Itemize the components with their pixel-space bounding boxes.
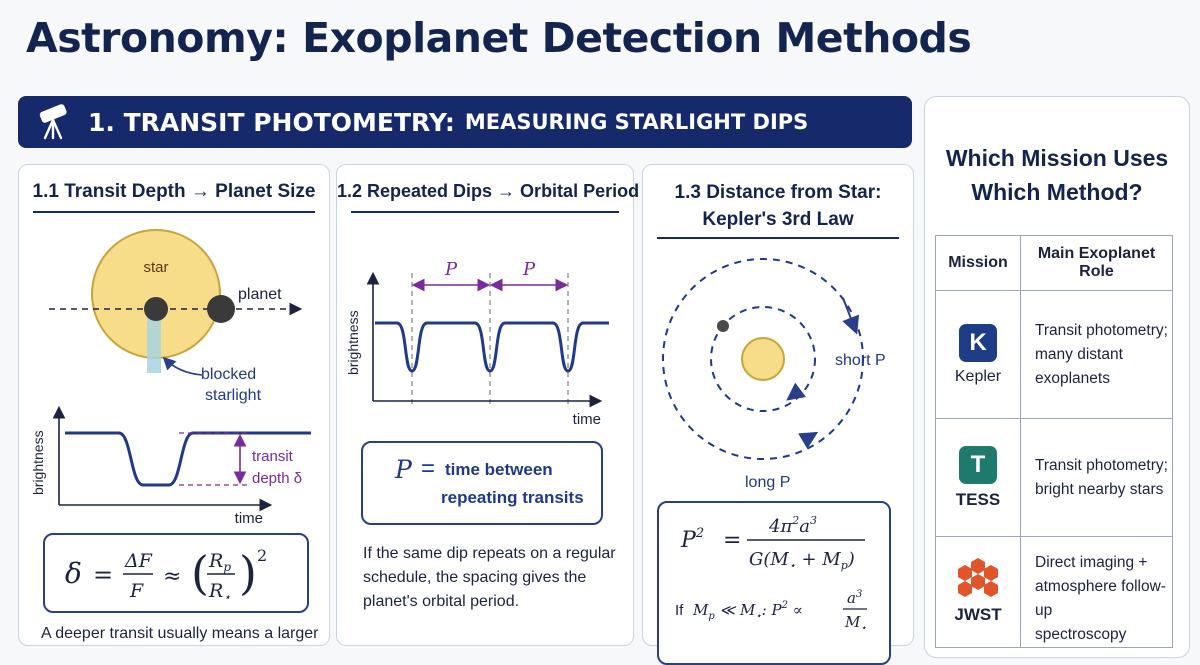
svg-text:Mp ≪ M⋆: P2 ∝: Mp ≪ M⋆: P2 ∝ xyxy=(692,600,803,622)
column-header-role: Main Exoplanet Role xyxy=(1020,235,1173,291)
role-line: Direct imaging + xyxy=(1035,554,1148,571)
card-title-line-1: 1.3 Distance from Star: xyxy=(674,182,882,203)
kepler-formula-box: P2 = 4π2a3 G(M⋆ + Mp) If Mp ≪ M⋆: P2 ∝ a… xyxy=(657,501,891,665)
mission-name: TESS xyxy=(955,489,1001,509)
sidebar-title-line-2: Which Method? xyxy=(971,179,1143,205)
x-axis-label: time xyxy=(573,411,601,428)
card-title: 1.2 Repeated Dips → Orbital Period xyxy=(337,181,640,201)
transit-diagram: star planet blocked starlight brightness… xyxy=(30,229,311,527)
card-transit-depth: 1.1 Transit Depth → Planet Size star pla… xyxy=(18,164,330,646)
role-line: exoplanets xyxy=(1035,369,1110,387)
caption-text: A deeper transit usually means a larger xyxy=(41,625,319,642)
light-curve xyxy=(65,431,311,487)
orbit-diagram: short P long P xyxy=(662,258,886,491)
explanation-line-2: schedule, the spacing gives the xyxy=(363,569,587,586)
svg-text:F: F xyxy=(129,580,144,602)
mission-name: Kepler xyxy=(954,367,1002,385)
svg-text:2: 2 xyxy=(257,546,267,565)
explanation-line-3: planet's orbital period. xyxy=(363,593,520,610)
role-line: bright nearby stars xyxy=(1035,480,1164,498)
period-label-2: P xyxy=(522,259,536,280)
kepler-logo-icon: K xyxy=(959,323,997,362)
transit-depth-formula-box: δ = ΔF F ≈ ( Rp R⋆ ) 2 xyxy=(43,533,309,613)
table-row: JWST Direct imaging + atmosphere follow-… xyxy=(935,536,1173,648)
svg-text:(: ( xyxy=(191,546,209,600)
depth-label: depth δ xyxy=(252,470,302,487)
svg-text:≈: ≈ xyxy=(163,564,181,589)
repeated-dips-chart: P P brightness time xyxy=(345,259,609,428)
role-line: atmosphere follow-up xyxy=(1035,578,1166,619)
section-banner: 1. TRANSIT PHOTOMETRY: MEASURING STARLIG… xyxy=(18,96,912,148)
banner-subtitle: MEASURING STARLIGHT DIPS xyxy=(464,110,809,134)
blocked-starlight-band xyxy=(147,309,161,373)
svg-text:): ) xyxy=(239,546,257,600)
role-line: many distant xyxy=(1035,345,1123,363)
period-label-1: P xyxy=(444,259,458,280)
svg-text:4π2a3: 4π2a3 xyxy=(768,514,817,537)
mission-table: Mission Main Exoplanet Role K Kepler Tra… xyxy=(935,235,1173,648)
approx-prefix: If xyxy=(675,602,684,619)
period-symbol: P xyxy=(395,455,412,484)
card-orbital-period: 1.2 Repeated Dips → Orbital Period P P b… xyxy=(336,164,640,646)
svg-text:=: = xyxy=(723,528,741,553)
repeating-light-curve xyxy=(375,321,609,373)
long-period-label: long P xyxy=(745,474,790,491)
svg-text:M⋆: M⋆ xyxy=(844,613,867,633)
svg-text:Rp: Rp xyxy=(208,550,231,574)
card-title: 1.1 Transit Depth → Planet Size xyxy=(32,181,316,202)
equals-sign: = xyxy=(421,455,436,482)
card-title-line-2: Kepler's 3rd Law xyxy=(702,209,854,230)
role-line: Transit photometry; xyxy=(1035,321,1168,339)
banner-heading: 1. TRANSIT PHOTOMETRY: xyxy=(88,107,455,137)
star-label: star xyxy=(143,259,168,276)
card-kepler-law: 1.3 Distance from Star: Kepler's 3rd Law… xyxy=(642,164,914,665)
definition-line-2: repeating transits xyxy=(441,488,584,507)
definition-line-1: time between xyxy=(445,460,553,479)
transit-label: transit xyxy=(252,448,294,465)
inner-orbit xyxy=(710,306,816,412)
table-row: T TESS Transit photometry; bright nearby… xyxy=(935,418,1173,537)
mission-sidebar: Which Mission Uses Which Method? Mission… xyxy=(924,96,1190,658)
kepler-formula: P2 = 4π2a3 G(M⋆ + Mp) If Mp ≪ M⋆: P2 ∝ a… xyxy=(675,514,867,633)
svg-text:P2: P2 xyxy=(680,526,704,553)
outer-orbit xyxy=(662,258,864,460)
table-row: K Kepler Transit photometry; many distan… xyxy=(935,290,1173,419)
role-line: spectroscopy xyxy=(1035,626,1127,643)
y-axis-label: brightness xyxy=(345,310,361,375)
starlight-label: starlight xyxy=(205,387,262,404)
mission-name: JWST xyxy=(954,605,1002,624)
orbiting-planet xyxy=(717,320,729,332)
planet-shape xyxy=(207,295,235,323)
explanation-line-1: If the same dip repeats on a regular xyxy=(363,545,616,562)
y-axis-label: brightness xyxy=(30,430,46,495)
jwst-mirror-icon xyxy=(958,558,998,597)
short-period-label: short P xyxy=(835,352,886,369)
planet-label: planet xyxy=(238,286,282,303)
central-star xyxy=(741,337,785,381)
svg-text:ΔF: ΔF xyxy=(124,550,153,572)
period-definition-box: P = time between repeating transits xyxy=(361,441,603,525)
divider xyxy=(351,211,619,213)
divider xyxy=(657,237,899,239)
svg-text:δ: δ xyxy=(65,557,82,590)
divider xyxy=(33,211,315,213)
tess-logo-icon: T xyxy=(959,445,997,484)
page-title: Astronomy: Exoplanet Detection Methods xyxy=(26,14,972,62)
transit-depth-formula: δ = ΔF F ≈ ( Rp R⋆ ) 2 xyxy=(65,546,267,604)
svg-text:R⋆: R⋆ xyxy=(208,580,231,604)
column-header-mission: Mission xyxy=(935,235,1021,291)
telescope-icon xyxy=(18,96,88,148)
sidebar-title-line-1: Which Mission Uses xyxy=(945,145,1169,171)
svg-text:=: = xyxy=(93,561,113,589)
x-axis-label: time xyxy=(235,510,263,527)
planet-on-star xyxy=(144,297,168,321)
blocked-label: blocked xyxy=(201,366,256,383)
role-line: Transit photometry; xyxy=(1035,456,1168,474)
svg-text:a3: a3 xyxy=(847,589,862,607)
svg-text:G(M⋆ + Mp): G(M⋆ + Mp) xyxy=(749,549,855,572)
